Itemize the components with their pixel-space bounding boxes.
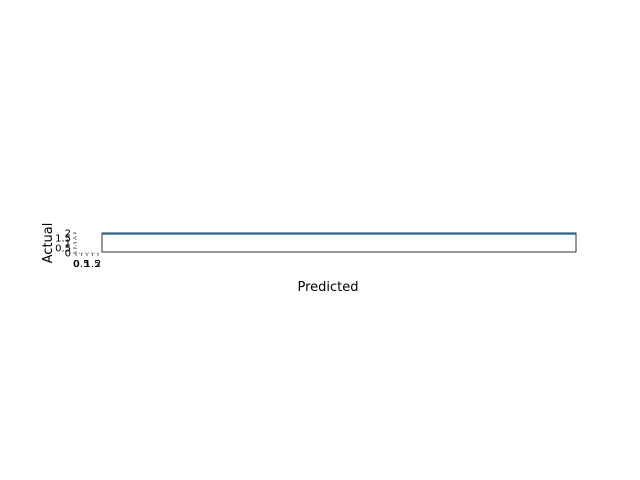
x-tick-label-1: 0.5 xyxy=(74,259,90,270)
x-tick-label-4: 2 xyxy=(95,259,101,270)
x-tick-label-3: 1.5 xyxy=(85,259,101,270)
y-tick-label-1: 0.5 xyxy=(55,244,71,255)
x-tick-label-0: 0 xyxy=(73,259,79,270)
y-tick-label-4: 2 xyxy=(65,229,71,240)
y-tick-label-3: 1.5 xyxy=(55,234,71,245)
x-tick-label-2: 1 xyxy=(84,259,90,270)
y-tick-label-0: 0 xyxy=(65,249,71,260)
y-axis-label: Actual xyxy=(41,223,56,264)
x-axis-label: Predicted xyxy=(297,280,358,295)
y-tick-label-2: 1 xyxy=(65,239,71,250)
line-panel-frame xyxy=(101,232,577,253)
